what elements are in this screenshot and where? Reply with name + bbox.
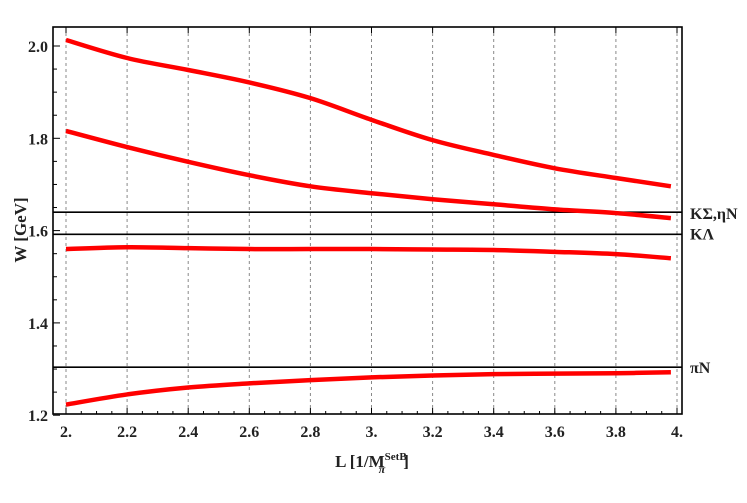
x-tick-label: 2. — [60, 424, 72, 441]
x-tick-label: 3. — [366, 424, 378, 441]
x-axis-label: L [1/MSetB π] — [335, 451, 409, 476]
threshold-lines: KΣ,ηN KΛ πN — [53, 206, 738, 377]
y-axis-label: W [GeV] — [11, 197, 30, 262]
series-line — [65, 37, 672, 189]
series-line — [65, 244, 672, 261]
series-line — [65, 370, 671, 407]
x-tick-label: 3.8 — [606, 424, 626, 441]
y-tick-label: 1.8 — [28, 131, 48, 148]
axis-ticks: 2. 2.2 2.4 2.6 2.8 3. 3.2 3.4 3.6 3.8 4. 1.2 1.4 1.6 1… — [28, 27, 683, 441]
x-tick-label: 3.6 — [545, 424, 565, 441]
threshold-label: πN — [690, 360, 711, 377]
x-tick-label: 3.4 — [484, 424, 504, 441]
x-tick-label: 3.2 — [423, 424, 443, 441]
series-line — [65, 128, 672, 221]
x-tick-label: 2.4 — [178, 424, 198, 441]
y-tick-label: 1.4 — [28, 316, 48, 333]
x-tick-label: 4. — [671, 424, 683, 441]
x-tick-label: 2.6 — [239, 424, 259, 441]
threshold-label: KΣ,ηN — [690, 206, 738, 223]
y-tick-label: 1.2 — [28, 408, 48, 425]
grid-lines — [65, 27, 678, 414]
x-tick-label: 2.8 — [300, 424, 320, 441]
y-tick-label: 1.6 — [28, 224, 48, 241]
plot-frame — [52, 26, 683, 415]
y-tick-label: 2.0 — [28, 39, 48, 56]
series-group — [65, 37, 672, 407]
x-tick-label: 2.2 — [117, 424, 137, 441]
threshold-label: KΛ — [690, 226, 714, 243]
